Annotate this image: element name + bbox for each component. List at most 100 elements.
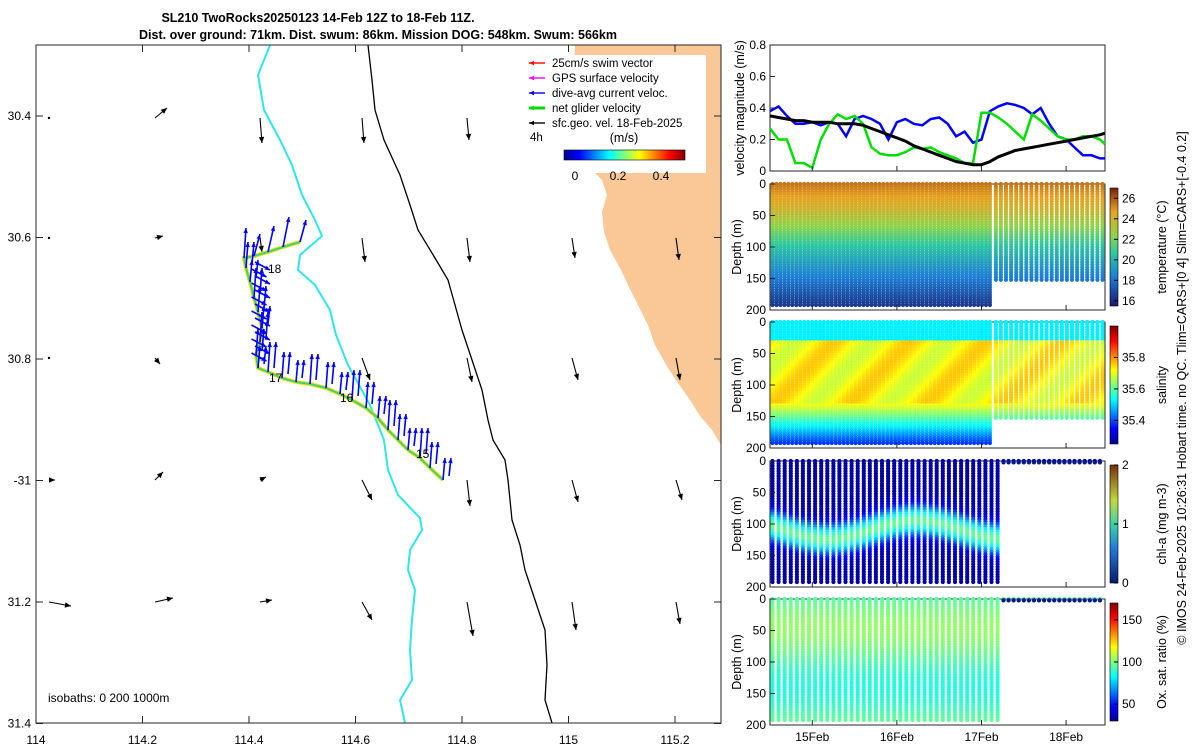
profile-sample: [869, 302, 874, 308]
profile-sample: [829, 440, 834, 446]
vel-tick-label: 0.8: [749, 38, 766, 52]
dive-current-arrow-head: [331, 362, 336, 368]
profile-sample: [924, 302, 929, 308]
profile-sample: [825, 302, 831, 308]
current-arrow-head: [160, 108, 167, 114]
profile-sample: [944, 302, 949, 308]
dive-current-arrow: [387, 399, 391, 431]
dive-current-arrow-head: [351, 370, 356, 376]
profile-sample: [786, 440, 791, 446]
dive-current-arrow-head: [264, 335, 270, 340]
dive-current-arrow-head: [261, 286, 267, 291]
profile-sample: [904, 302, 910, 308]
cbar-tick-label: 26: [1122, 191, 1136, 205]
cbar-tick-label: 18: [1122, 273, 1136, 287]
legend-swatch-head: [529, 60, 534, 66]
dive-current-arrow: [419, 427, 423, 459]
legend-scale-label: 4h: [530, 132, 543, 144]
lon-tick-label: 114.8: [447, 733, 476, 747]
depth-tick-label: 100: [746, 240, 766, 254]
lon-tick-label: 114.6: [341, 733, 370, 747]
profile-sample: [952, 302, 957, 308]
profile-sample: [1019, 277, 1024, 282]
vel-tick-label: 0.6: [749, 70, 766, 84]
lat-tick-label: -31: [14, 474, 32, 488]
profile-sample: [932, 302, 937, 308]
profile-sample: [1064, 277, 1069, 282]
current-arrow-head: [466, 499, 472, 506]
dive-current-arrow-head: [251, 242, 256, 248]
dive-current-arrow-head: [425, 428, 430, 434]
profile-sample: [794, 302, 799, 308]
profile-sample: [1080, 277, 1085, 282]
profile-sample: [806, 440, 811, 446]
dive-current-arrow-head: [256, 234, 261, 240]
dive-current-arrow-head: [259, 268, 264, 274]
lon-tick-label: 115.2: [660, 733, 689, 747]
current-arrow-head: [468, 375, 474, 382]
lon-tick-label: 114.2: [128, 733, 157, 747]
profile-sample: [1029, 277, 1034, 282]
colorbar-title: (m/s): [610, 131, 638, 145]
dive-current-arrow-head: [315, 354, 320, 360]
profile-sample: [806, 302, 811, 308]
current-arrow-head: [675, 253, 681, 260]
current-arrow-head: [466, 255, 472, 262]
dive-current-arrow-head: [270, 226, 276, 232]
current-dot: [47, 116, 51, 120]
isobath-1000m: [367, 45, 553, 723]
legend-swatch-head: [529, 105, 534, 111]
dive-current-arrow-head: [403, 414, 408, 420]
profile-sample: [857, 302, 862, 308]
profile-sample: [774, 440, 779, 446]
dive-current-arrow-head: [264, 321, 270, 326]
current-arrow-head: [265, 598, 272, 604]
profile-sample: [1090, 277, 1095, 282]
current-arrow-head: [366, 613, 372, 620]
depth-tick-label: 150: [746, 272, 766, 286]
dive-current-arrow-head: [345, 372, 350, 378]
current-arrow-head: [366, 493, 372, 500]
profile-sample: [786, 302, 791, 308]
profile-sample: [790, 302, 795, 308]
lat-tick-label: 31.4: [8, 717, 32, 731]
dive-current-arrow-head: [264, 349, 270, 354]
profile-sample: [837, 440, 842, 446]
map-panel: 114 114.2 114.4 114.6 114.8 115 115.2 30.430.6…: [8, 44, 722, 747]
dive-current-arrow-head: [264, 279, 270, 284]
dive-current-arrow-head: [429, 442, 434, 448]
profile-sample: [998, 277, 1004, 282]
profile-sample: [964, 302, 969, 308]
current-arrow-head: [573, 495, 580, 502]
profile-sample: [881, 302, 886, 308]
lat-tick-label: 30.6: [8, 231, 32, 245]
profile-sample: [956, 302, 961, 308]
profile-sample: [1024, 277, 1029, 282]
velocity-series-1: [769, 111, 1106, 170]
dive-current-arrow: [309, 353, 313, 385]
profile-sample: [1014, 277, 1019, 282]
velocity-ylabel: velocity magnitude (m/s): [733, 40, 747, 175]
vel-tick-label: 0: [759, 164, 766, 178]
colorbar-label: temperature (°C): [1155, 200, 1169, 293]
dive-current-arrow-head: [264, 293, 270, 298]
dive-current-arrow-head: [302, 220, 307, 226]
dive-current-arrow-head: [285, 217, 291, 223]
lon-tick-label: 114: [26, 733, 45, 747]
profile-sample: [1085, 277, 1090, 282]
dive-current-arrow-head: [397, 414, 402, 420]
profile-sample: [916, 302, 921, 308]
dive-current-arrow-head: [261, 328, 267, 333]
dive-current-arrow-head: [365, 382, 370, 388]
dive-current-arrow-head: [295, 360, 300, 366]
dive-current-arrow-head: [261, 356, 267, 361]
colorbar-temperature: [1109, 187, 1119, 307]
current-arrow-head: [465, 133, 472, 140]
profile-sample: [900, 302, 906, 308]
figure-title-line1: SL210 TwoRocks20250123 14-Feb 12Z to 18-…: [161, 11, 474, 25]
dive-current-arrow-head: [287, 352, 292, 358]
dive-current-arrow-head: [261, 342, 267, 347]
